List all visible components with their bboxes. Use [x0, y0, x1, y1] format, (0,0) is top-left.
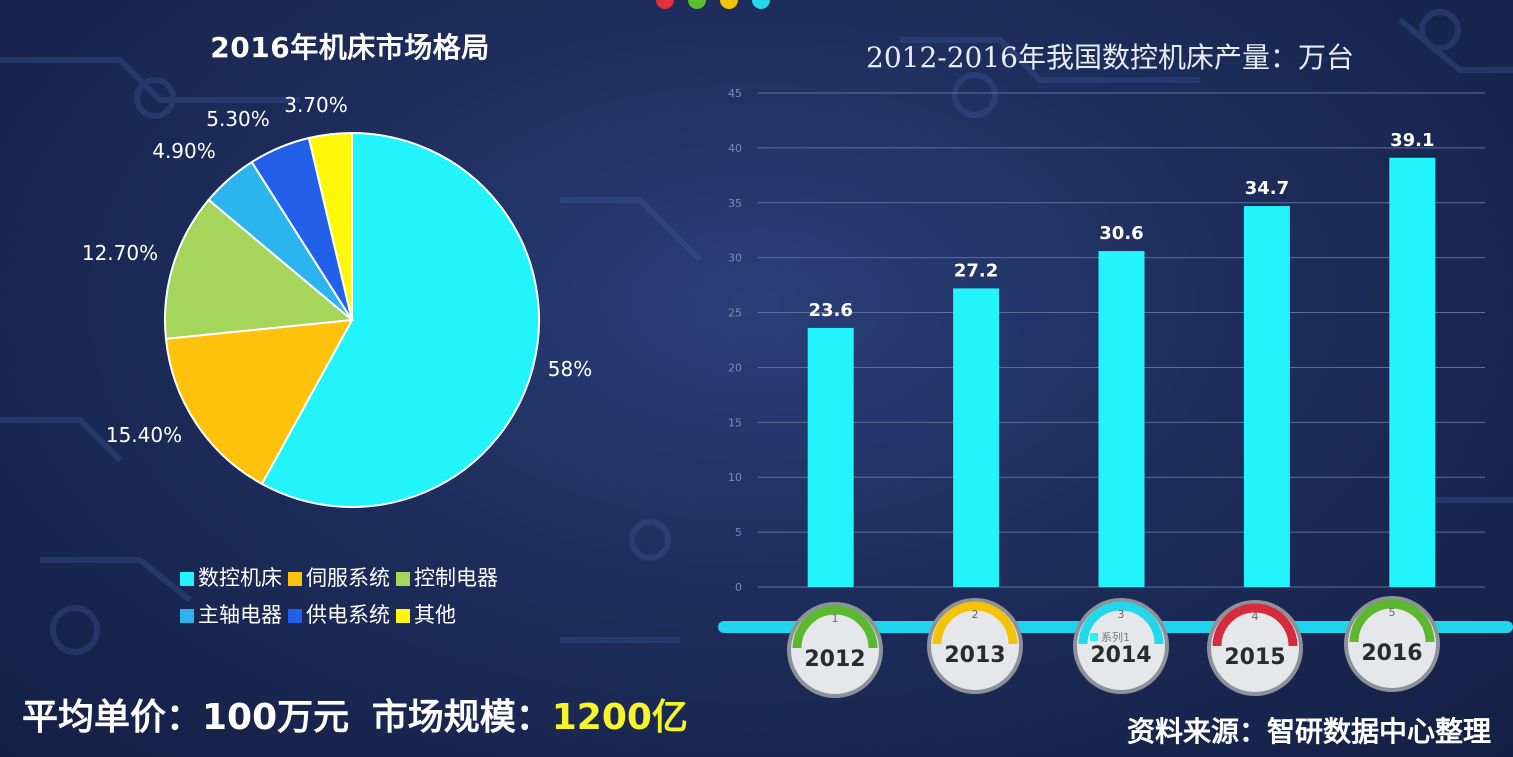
top-dots [656, 0, 770, 9]
legend-swatch [180, 571, 194, 586]
pie-data-label: 4.90% [152, 139, 216, 163]
gauge-number: 1 [832, 612, 839, 625]
legend-item: 数控机床 [180, 560, 282, 597]
bar-chart: 05101520253035404523.627.230.634.739.112… [718, 87, 1513, 698]
gauge-number: 3 [1118, 608, 1125, 621]
legend-item: 控制电器 [396, 560, 498, 597]
gauge-face [1348, 600, 1436, 688]
legend-swatch [396, 571, 410, 586]
pie-data-label: 12.70% [82, 241, 158, 265]
gauge-number: 4 [1252, 610, 1259, 623]
market-stats: 平均单价：100万元 市场规模：1200亿 [22, 688, 688, 740]
pie-chart: 58% 15.40% 12.70% 4.90% 5.30% 3.70% [82, 93, 592, 508]
y-tick-label: 35 [728, 197, 742, 210]
pie-data-label: 5.30% [206, 107, 270, 131]
gauge-arc [792, 605, 878, 649]
gauge-arc [932, 601, 1018, 645]
legend-swatch [288, 608, 302, 623]
x-category-label: 2016 [1361, 641, 1422, 666]
x-category-label: 2012 [804, 647, 865, 672]
legend-swatch [396, 608, 410, 623]
legend-item: 供电系统 [288, 597, 390, 634]
bar-data-label: 30.6 [1099, 223, 1143, 244]
green-dot [688, 0, 706, 9]
series-legend-label: 系列1 [1101, 630, 1130, 644]
bar [1098, 251, 1145, 587]
pie-chart-title: 2016年机床市场格局 [210, 31, 490, 64]
bar [807, 327, 854, 587]
legend-item: 其他 [396, 597, 456, 634]
y-tick-label: 0 [735, 581, 742, 594]
pie-data-label: 58% [548, 357, 592, 381]
average-price: 平均单价：100万元 [22, 697, 350, 738]
legend-label: 其他 [414, 603, 456, 627]
gauge-number: 2 [972, 608, 979, 621]
bar-data-label: 23.6 [808, 300, 852, 321]
red-dot [656, 0, 674, 9]
gauge-face [1211, 604, 1299, 692]
bar-chart-title: 2012-2016年我国数控机床产量：万台 [866, 41, 1354, 74]
bar-data-label: 27.2 [954, 260, 998, 281]
legend-label: 主轴电器 [198, 603, 282, 627]
gauge-face [791, 606, 879, 694]
data-source: 资料来源：智研数据中心整理 [1126, 715, 1491, 748]
gauge-arc [1078, 601, 1164, 645]
pie-slice [164, 318, 354, 486]
y-tick-label: 10 [728, 471, 742, 484]
legend-label: 数控机床 [198, 566, 282, 590]
x-category-label: 2013 [944, 643, 1005, 668]
pie-legend: 数控机床 伺服系统 控制电器 主轴电器 供电系统 其他 [180, 560, 498, 634]
market-scale-label: 市场规模： [371, 697, 552, 738]
gauge-arc [1349, 599, 1435, 643]
y-tick-label: 5 [735, 526, 742, 539]
pie-slice [164, 198, 355, 340]
legend-label: 控制电器 [414, 566, 498, 590]
gauge-number: 5 [1389, 606, 1396, 619]
y-tick-label: 15 [728, 416, 742, 429]
x-category-label: 2015 [1224, 645, 1285, 670]
legend-label: 伺服系统 [306, 566, 390, 590]
bar [953, 288, 1000, 587]
y-tick-label: 45 [728, 87, 742, 100]
pie-slice [307, 131, 353, 321]
gauge-arc [1212, 603, 1298, 647]
pie-slice [260, 131, 540, 508]
x-category-label: 2014 [1090, 643, 1151, 668]
y-tick-label: 40 [728, 142, 742, 155]
series-legend-swatch [1090, 633, 1098, 641]
cyan-dot [752, 0, 770, 9]
legend-item: 主轴电器 [180, 597, 282, 634]
pie-data-label: 3.70% [284, 93, 348, 117]
legend-label: 供电系统 [306, 603, 390, 627]
y-tick-label: 20 [728, 361, 742, 374]
yellow-dot [720, 0, 738, 9]
market-scale-value: 1200亿 [551, 697, 688, 738]
gauge-face [1077, 602, 1165, 690]
y-tick-label: 30 [728, 252, 742, 265]
y-tick-label: 25 [728, 307, 742, 320]
legend-item: 伺服系统 [288, 560, 390, 597]
bar-data-label: 39.1 [1390, 130, 1434, 151]
legend-row-2: 主轴电器 供电系统 其他 [180, 597, 498, 634]
legend-row-1: 数控机床 伺服系统 控制电器 [180, 560, 498, 597]
bar [1243, 206, 1290, 587]
bar [1389, 157, 1436, 587]
gauge-face [931, 602, 1019, 690]
legend-swatch [180, 608, 194, 623]
legend-swatch [288, 571, 302, 586]
pie-data-label: 15.40% [106, 423, 182, 447]
bar-data-label: 34.7 [1245, 178, 1289, 199]
